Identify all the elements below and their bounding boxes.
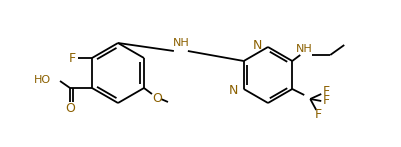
Text: O: O — [65, 102, 75, 116]
Text: O: O — [152, 91, 162, 105]
Text: HO: HO — [34, 75, 51, 85]
Text: F: F — [323, 85, 330, 97]
Text: F: F — [315, 108, 322, 122]
Text: F: F — [323, 95, 330, 107]
Text: N: N — [229, 83, 238, 96]
Text: F: F — [69, 51, 75, 65]
Text: NH: NH — [172, 38, 189, 48]
Text: NH: NH — [296, 44, 313, 54]
Text: N: N — [253, 39, 262, 51]
